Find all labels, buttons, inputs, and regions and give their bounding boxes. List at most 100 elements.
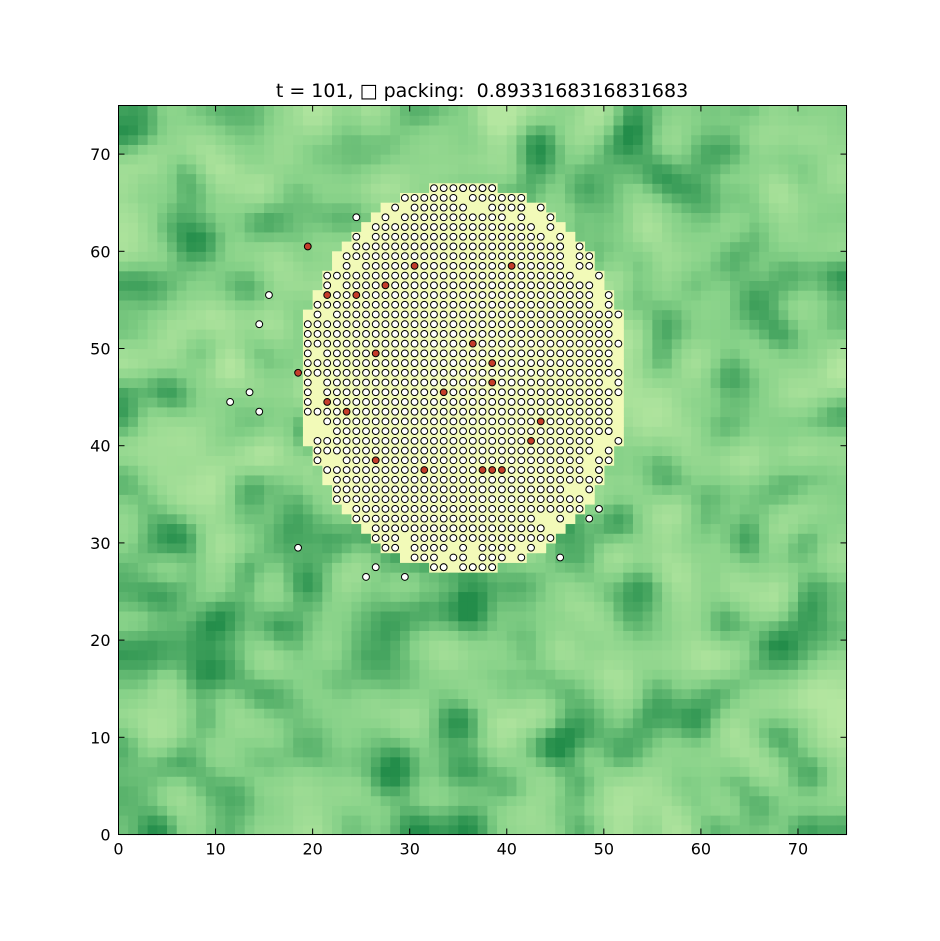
heatmap-cell bbox=[739, 367, 751, 379]
heatmap-cell bbox=[137, 241, 149, 252]
heatmap-cell bbox=[225, 115, 236, 126]
heatmap-cell bbox=[399, 717, 411, 729]
heatmap-cell bbox=[302, 154, 314, 165]
heatmap-cell bbox=[613, 581, 624, 593]
heatmap-cell bbox=[293, 445, 304, 457]
heatmap-cell bbox=[681, 183, 692, 194]
heatmap-cell bbox=[176, 416, 188, 427]
heatmap-cell bbox=[351, 630, 362, 641]
heatmap-cell bbox=[623, 319, 634, 330]
heatmap-cell bbox=[118, 251, 129, 262]
heatmap-cell bbox=[234, 270, 246, 282]
heatmap-cell bbox=[720, 426, 731, 437]
heatmap-cell bbox=[730, 688, 741, 700]
heatmap-cell bbox=[322, 649, 333, 661]
heatmap-cell bbox=[167, 601, 178, 612]
heatmap-cell bbox=[254, 678, 265, 690]
heatmap-cell bbox=[137, 455, 149, 466]
heatmap-cell bbox=[681, 785, 692, 797]
heatmap-cell bbox=[691, 815, 702, 826]
heatmap-cell bbox=[458, 805, 469, 816]
heatmap-cell bbox=[739, 455, 751, 466]
heatmap-cell bbox=[264, 824, 275, 836]
heatmap-cell bbox=[176, 329, 188, 340]
heatmap-cell bbox=[526, 581, 537, 593]
heatmap-cell bbox=[700, 572, 712, 583]
heatmap-cell bbox=[370, 542, 382, 554]
heatmap-cell bbox=[341, 222, 353, 233]
heatmap-cell bbox=[467, 581, 479, 593]
heatmap-cell bbox=[118, 163, 129, 175]
heatmap-cell bbox=[584, 756, 595, 768]
heatmap-cell bbox=[584, 785, 595, 797]
heatmap-cell bbox=[448, 785, 459, 797]
heatmap-cell bbox=[691, 134, 702, 145]
heatmap-cell bbox=[332, 756, 343, 768]
heatmap-cell bbox=[176, 367, 188, 379]
heatmap-cell bbox=[623, 290, 634, 301]
heatmap-cell bbox=[749, 494, 760, 505]
heatmap-cell bbox=[516, 144, 527, 155]
heatmap-cell bbox=[244, 669, 255, 680]
heatmap-cell bbox=[118, 222, 129, 233]
heatmap-cell bbox=[526, 572, 537, 583]
heatmap-cell bbox=[720, 630, 731, 641]
heatmap-cell bbox=[700, 620, 712, 631]
heatmap-cell bbox=[458, 785, 469, 797]
heatmap-cell bbox=[293, 163, 304, 175]
heatmap-cell bbox=[603, 708, 615, 719]
heatmap-cell bbox=[438, 805, 450, 816]
heatmap-cell bbox=[681, 562, 692, 573]
heatmap-cell bbox=[632, 727, 644, 738]
heatmap-cell bbox=[739, 678, 751, 690]
heatmap-cell bbox=[283, 416, 294, 427]
heatmap-cell bbox=[487, 163, 498, 175]
heatmap-cell bbox=[264, 727, 275, 738]
heatmap-cell bbox=[594, 727, 605, 738]
heatmap-cell bbox=[196, 581, 207, 593]
heatmap-cell bbox=[167, 620, 178, 631]
heatmap-cell bbox=[225, 367, 236, 379]
heatmap-cell bbox=[137, 154, 149, 165]
heatmap-cell bbox=[128, 367, 139, 379]
heatmap-cell bbox=[390, 649, 401, 661]
heatmap-cell bbox=[739, 562, 751, 573]
heatmap-cell bbox=[632, 241, 644, 252]
heatmap-cell bbox=[603, 212, 615, 223]
heatmap-cell bbox=[535, 678, 547, 690]
heatmap-cell bbox=[167, 124, 178, 136]
heatmap-cell bbox=[652, 212, 663, 223]
heatmap-cell bbox=[632, 192, 644, 204]
heatmap-cell bbox=[594, 620, 605, 631]
heatmap-cell bbox=[584, 737, 595, 748]
heatmap-cell bbox=[147, 134, 158, 145]
heatmap-cell bbox=[555, 212, 566, 223]
heatmap-cell bbox=[312, 572, 323, 583]
heatmap-cell bbox=[516, 717, 527, 729]
heatmap-cell bbox=[137, 406, 149, 418]
heatmap-cell bbox=[700, 319, 712, 330]
heatmap-cell bbox=[652, 494, 663, 505]
heatmap-cell bbox=[467, 620, 479, 631]
heatmap-cell bbox=[186, 367, 197, 379]
heatmap-cell bbox=[225, 756, 236, 768]
heatmap-cell bbox=[283, 309, 294, 320]
heatmap-cell bbox=[749, 329, 760, 340]
heatmap-cell bbox=[691, 105, 702, 116]
heatmap-cell bbox=[574, 756, 586, 768]
heatmap-cell bbox=[244, 552, 255, 563]
heatmap-cell bbox=[749, 815, 760, 826]
heatmap-cell bbox=[196, 795, 207, 806]
heatmap-cell bbox=[390, 717, 401, 729]
heatmap-cell bbox=[147, 815, 158, 826]
heatmap-cell bbox=[429, 610, 440, 622]
heatmap-cell bbox=[642, 484, 653, 495]
heatmap-cell bbox=[264, 115, 275, 126]
heatmap-cell bbox=[361, 630, 372, 641]
heatmap-cell bbox=[196, 678, 207, 690]
heatmap-cell bbox=[302, 504, 314, 515]
heatmap-cell bbox=[720, 504, 731, 515]
heatmap-cell bbox=[642, 795, 653, 806]
heatmap-cell bbox=[128, 572, 139, 583]
heatmap-cell bbox=[623, 474, 634, 486]
